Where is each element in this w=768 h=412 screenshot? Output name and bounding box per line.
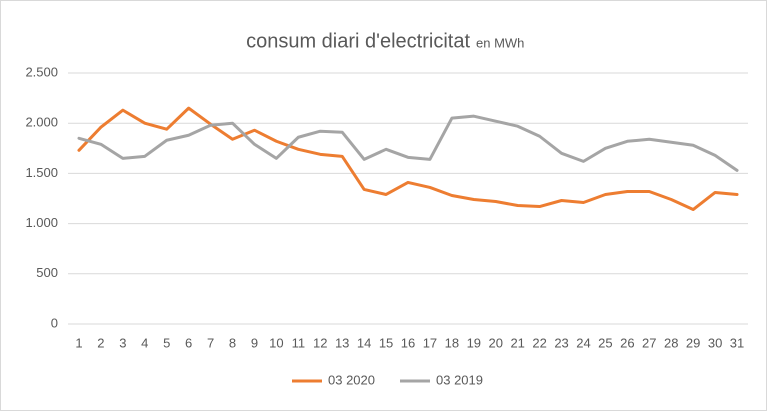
x-tick-label: 18: [445, 335, 459, 350]
legend-label: 03 2020: [328, 372, 375, 387]
x-tick-label: 8: [229, 335, 236, 350]
x-tick-label: 2: [97, 335, 104, 350]
x-tick-label: 5: [163, 335, 170, 350]
y-tick-label: 2.500: [25, 64, 58, 79]
x-tick-label: 13: [335, 335, 349, 350]
x-tick-label: 17: [423, 335, 437, 350]
y-tick-label: 500: [36, 265, 58, 280]
x-tick-label: 19: [467, 335, 481, 350]
x-tick-label: 3: [119, 335, 126, 350]
chart-title: consum diari d'electricitat: [246, 30, 470, 52]
x-tick-label: 15: [379, 335, 393, 350]
x-tick-label: 25: [598, 335, 612, 350]
y-tick-label: 1.000: [25, 215, 58, 230]
x-tick-label: 26: [620, 335, 634, 350]
x-tick-label: 10: [269, 335, 283, 350]
x-tick-label: 31: [730, 335, 744, 350]
y-tick-label: 2.000: [25, 115, 58, 130]
y-tick-label: 1.500: [25, 165, 58, 180]
x-tick-label: 16: [401, 335, 415, 350]
x-tick-label: 21: [510, 335, 524, 350]
series-line: [77, 106, 739, 212]
x-tick-label: 1: [75, 335, 82, 350]
x-tick-label: 20: [489, 335, 503, 350]
x-tick-label: 28: [664, 335, 678, 350]
series-line: [77, 114, 739, 172]
chart-subtitle: en MWh: [476, 35, 524, 50]
x-tick-label: 23: [554, 335, 568, 350]
x-tick-label: 7: [207, 335, 214, 350]
x-tick-label: 9: [251, 335, 258, 350]
x-tick-label: 14: [357, 335, 371, 350]
x-tick-label: 29: [686, 335, 700, 350]
x-tick-label: 27: [642, 335, 656, 350]
x-tick-label: 11: [292, 335, 306, 350]
x-tick-label: 22: [532, 335, 546, 350]
x-tick-label: 6: [185, 335, 192, 350]
x-tick-label: 30: [708, 335, 722, 350]
x-tick-label: 4: [141, 335, 148, 350]
x-tick-label: 24: [576, 335, 590, 350]
y-tick-label: 0: [51, 315, 58, 330]
x-tick-label: 12: [313, 335, 327, 350]
legend-label: 03 2019: [436, 372, 483, 387]
